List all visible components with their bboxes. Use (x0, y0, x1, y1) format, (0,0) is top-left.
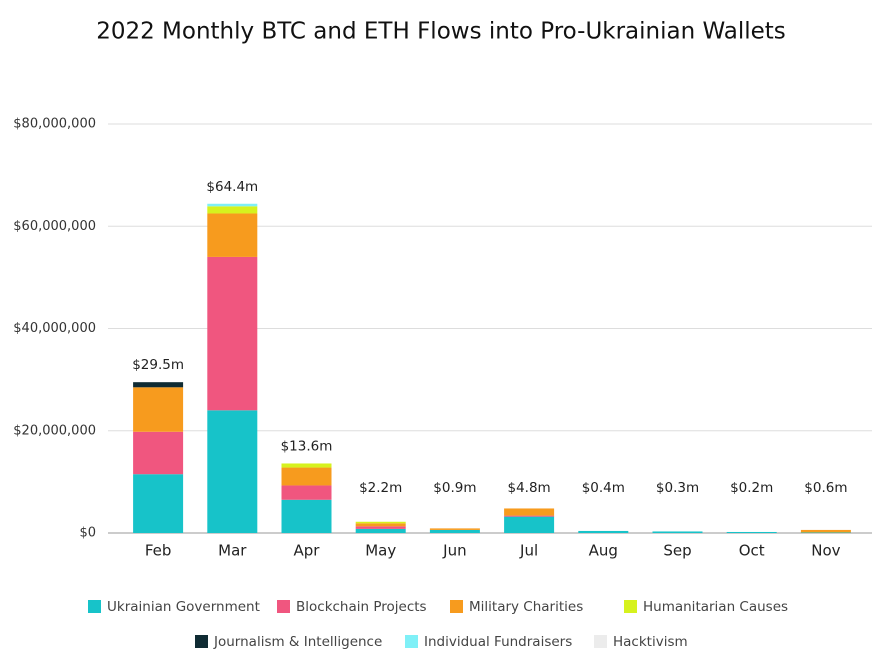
bar-segment (207, 256, 258, 411)
total-label: $4.8m (507, 480, 550, 496)
x-tick-label: Feb (145, 542, 172, 560)
total-label: $0.2m (730, 480, 773, 496)
chart-title: 2022 Monthly BTC and ETH Flows into Pro-… (96, 19, 786, 45)
legend-label: Humanitarian Causes (643, 599, 788, 615)
x-tick-label: Sep (663, 542, 691, 560)
bar-segment (800, 529, 851, 533)
bar-segment (281, 485, 332, 500)
bar-segment (504, 515, 555, 517)
legend-label: Hacktivism (613, 634, 688, 650)
legend-label: Military Charities (469, 599, 583, 615)
x-tick-label: Jun (442, 542, 466, 560)
legend-swatch (195, 635, 208, 648)
bar-segment (504, 516, 555, 533)
total-label: $0.4m (582, 480, 625, 496)
bar-segment (281, 467, 332, 486)
legend-swatch (277, 600, 290, 613)
legend-swatch (450, 600, 463, 613)
y-tick-label: $40,000,000 (13, 321, 96, 336)
x-tick-label: Jul (519, 542, 538, 560)
total-label: $0.3m (656, 480, 699, 496)
legend-label: Individual Fundraisers (424, 634, 572, 650)
y-tick-label: $20,000,000 (13, 423, 96, 438)
legend-swatch (594, 635, 607, 648)
total-label: $0.6m (804, 480, 847, 496)
bar-segment (207, 206, 258, 214)
bar-segment (355, 528, 406, 533)
bar-segment (578, 530, 629, 533)
bar-segment (207, 410, 258, 533)
bar-segment (429, 528, 480, 530)
bar-segment (504, 508, 555, 516)
total-label: $29.5m (132, 357, 184, 373)
total-label: $2.2m (359, 480, 402, 496)
bar-segment (133, 382, 184, 388)
bar-segment (429, 529, 480, 533)
total-label: $0.9m (433, 480, 476, 496)
legend-label: Blockchain Projects (296, 599, 427, 615)
x-tick-label: Apr (294, 542, 321, 560)
total-label: $64.4m (206, 179, 258, 195)
legend-swatch (624, 600, 637, 613)
bar-segment (355, 523, 406, 527)
bar-segment (281, 463, 332, 468)
bar-segment (726, 531, 777, 533)
y-tick-label: $80,000,000 (13, 117, 96, 132)
bar-segment (207, 203, 258, 207)
bar-segment (133, 387, 184, 432)
legend-swatch (405, 635, 418, 648)
x-tick-label: Mar (218, 542, 247, 560)
legend-label: Ukrainian Government (107, 599, 260, 615)
y-tick-label: $0 (79, 526, 96, 541)
bar-segment (281, 499, 332, 533)
legend-swatch (88, 600, 101, 613)
y-tick-label: $60,000,000 (13, 219, 96, 234)
x-tick-label: Nov (811, 542, 840, 560)
x-tick-label: Oct (739, 542, 765, 560)
bar-segment (133, 474, 184, 533)
total-label: $13.6m (281, 438, 333, 454)
bar-segment (800, 532, 851, 533)
x-tick-label: May (365, 542, 396, 560)
bar-segment (355, 521, 406, 524)
bar-segment (133, 431, 184, 475)
bar-segment (207, 213, 258, 257)
bar-segment (355, 526, 406, 529)
x-tick-label: Aug (589, 542, 618, 560)
legend-label: Journalism & Intelligence (213, 634, 382, 650)
bar-segment (652, 531, 703, 533)
